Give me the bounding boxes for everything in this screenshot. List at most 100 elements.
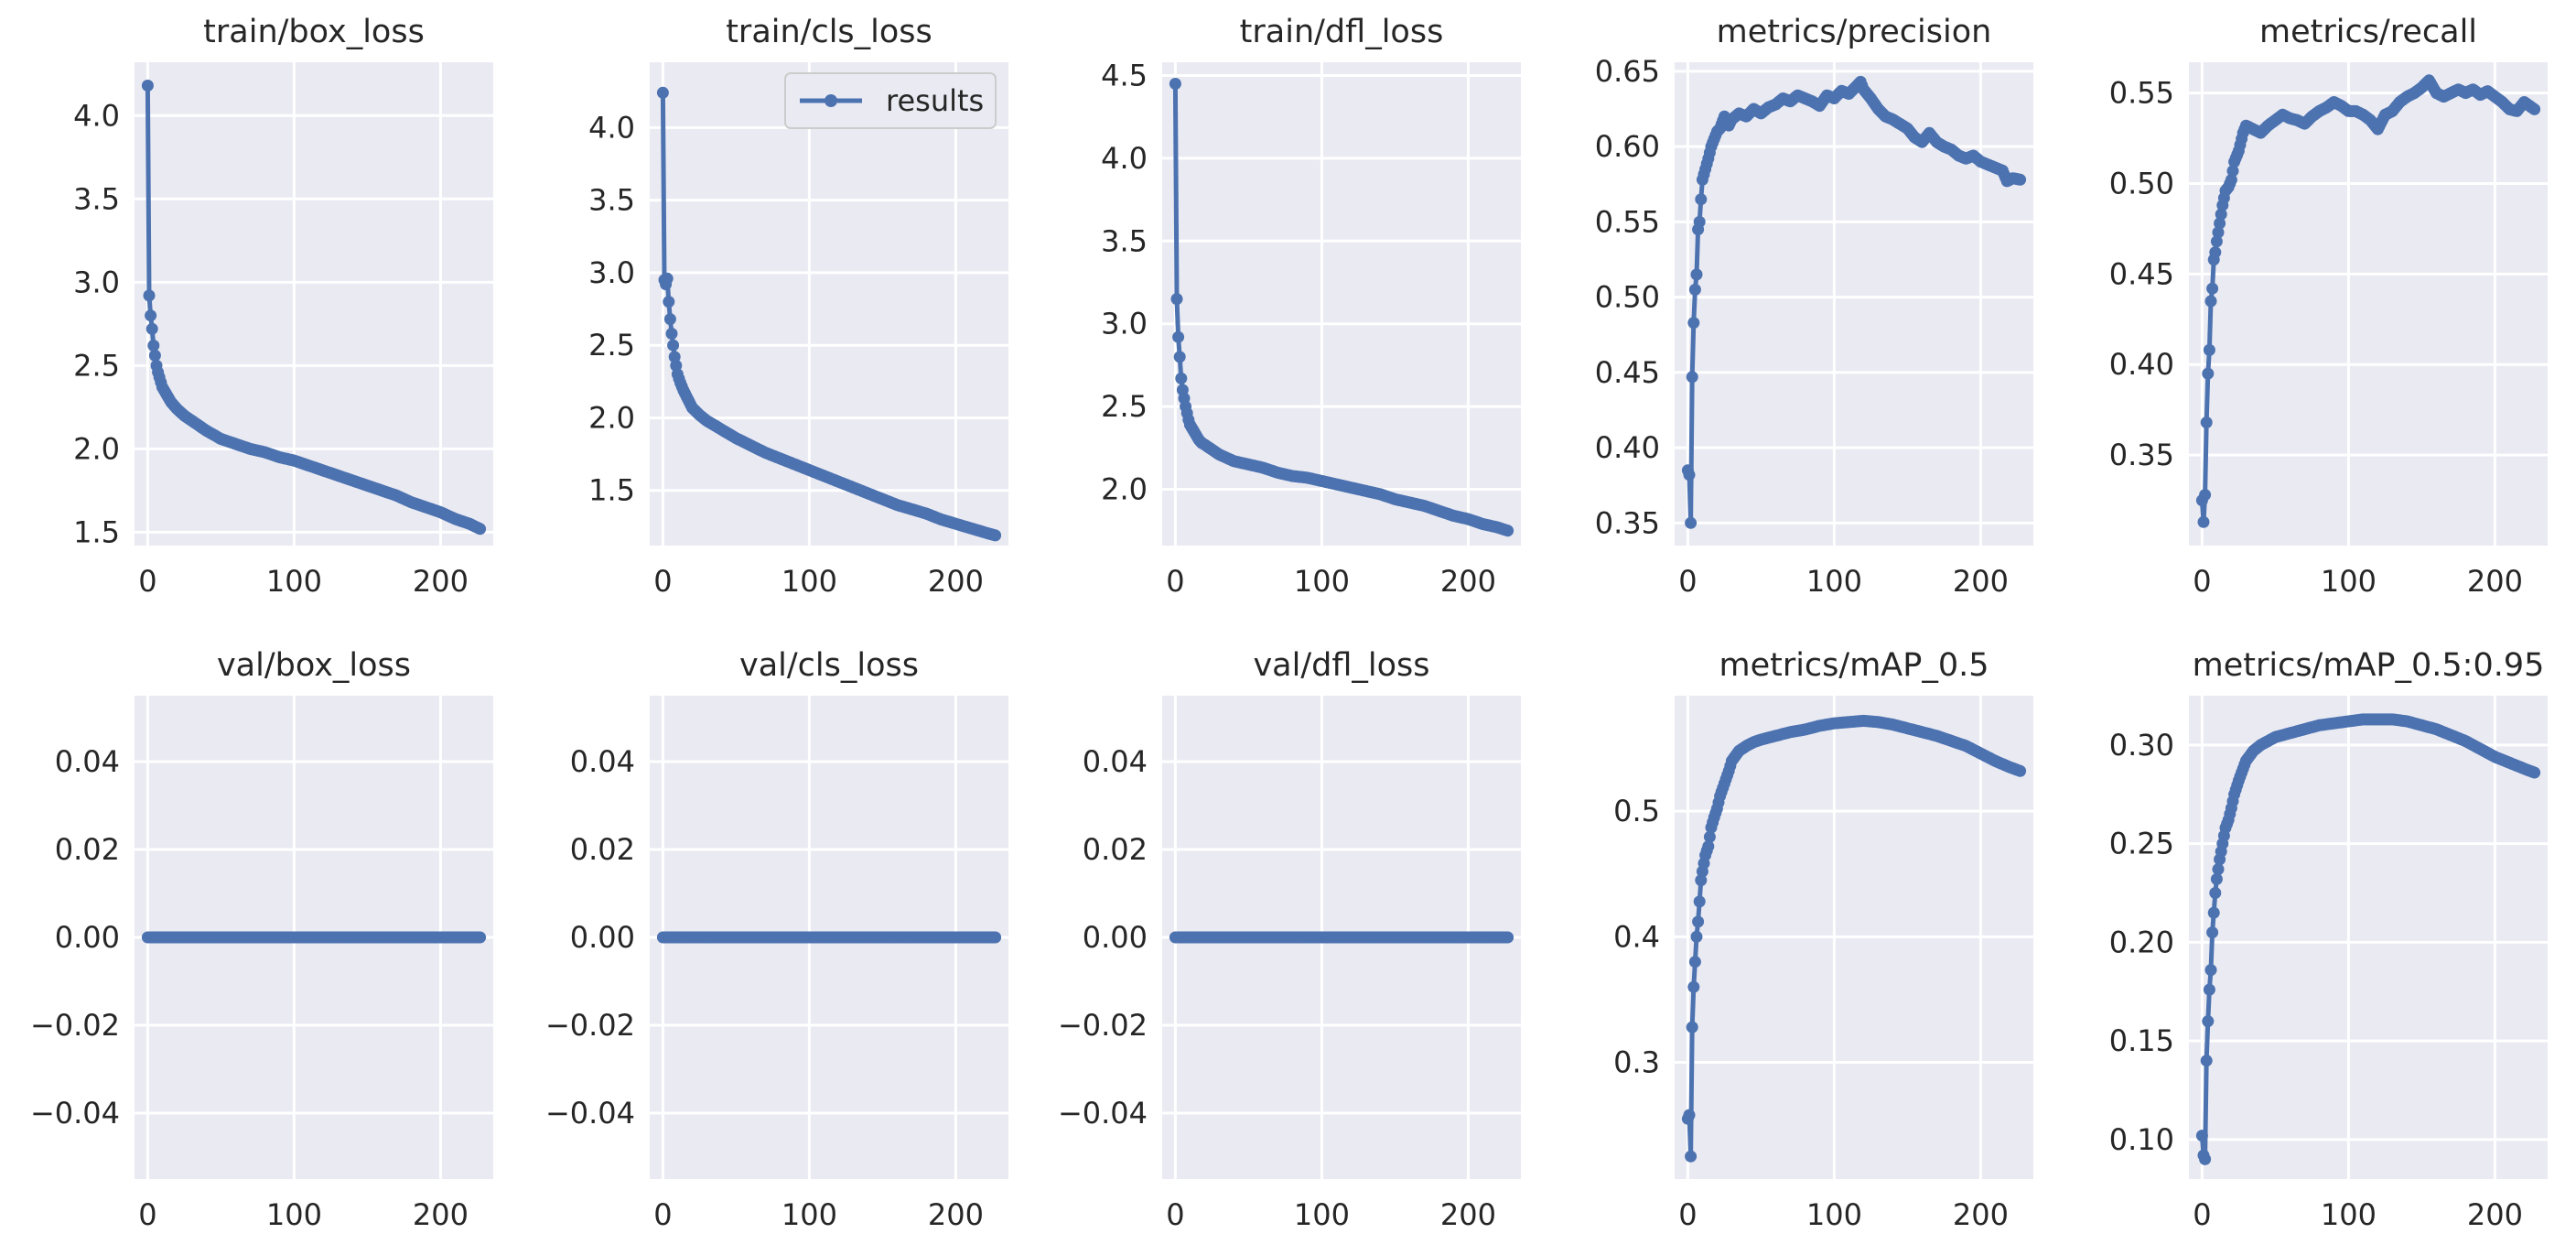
data-point: [1173, 351, 1186, 363]
y-tick-label: 0.00: [1083, 920, 1148, 955]
y-tick-label: −0.02: [30, 1008, 120, 1043]
data-point: [1686, 1021, 1698, 1033]
x-tick-label: 0: [138, 564, 156, 599]
data-point: [1170, 293, 1183, 306]
y-tick-label: 1.5: [73, 514, 120, 549]
subplot-title: train/dfl_loss: [1240, 14, 1444, 50]
data-point: [2203, 343, 2215, 356]
plot-area: [650, 62, 1008, 546]
data-point: [1502, 525, 1514, 537]
y-tick-label: 2.0: [1101, 472, 1148, 507]
x-tick-label: 200: [928, 1197, 984, 1232]
y-tick-label: 0.55: [1595, 204, 1660, 239]
y-tick-label: 0.04: [570, 744, 635, 779]
data-point: [474, 523, 487, 536]
data-point: [2206, 282, 2219, 295]
subplot-title: train/box_loss: [203, 14, 425, 50]
y-tick-label: 3.0: [588, 255, 635, 290]
x-tick-label: 0: [2193, 564, 2211, 599]
data-point: [1702, 840, 1715, 853]
data-point: [1502, 931, 1514, 944]
x-tick-label: 200: [1953, 564, 2009, 599]
y-tick-label: 2.5: [588, 328, 635, 362]
data-point: [989, 931, 1002, 944]
x-tick-label: 0: [2193, 1197, 2211, 1232]
x-tick-label: 200: [2467, 1197, 2523, 1232]
y-tick-label: 4.5: [1101, 58, 1148, 92]
y-tick-label: 0.25: [2109, 827, 2174, 861]
x-tick-label: 200: [2467, 564, 2523, 599]
y-tick-label: 0.4: [1613, 919, 1660, 954]
y-tick-label: 2.0: [588, 400, 635, 435]
y-tick-label: 0.5: [1613, 794, 1660, 828]
data-point: [1687, 980, 1700, 993]
data-point: [2226, 165, 2239, 178]
x-tick-label: 100: [781, 1197, 837, 1232]
data-point: [1172, 330, 1185, 343]
subplot-title: metrics/mAP_0.5:0.95: [2193, 647, 2545, 684]
data-point: [2225, 174, 2237, 186]
data-point: [2014, 173, 2027, 186]
data-point: [1687, 317, 1700, 330]
x-tick-label: 0: [1166, 1197, 1184, 1232]
data-point: [661, 272, 674, 285]
y-tick-label: 0.60: [1595, 129, 1660, 164]
y-tick-label: 0.00: [55, 920, 120, 955]
data-point: [2202, 1015, 2215, 1028]
y-tick-label: 4.0: [73, 98, 120, 133]
y-tick-label: 1.5: [588, 473, 635, 508]
y-tick-label: 0.3: [1613, 1044, 1660, 1079]
y-tick-label: 0.04: [1083, 744, 1148, 779]
subplot-9: 0.10 0.15 0.20 0.25 0.30 0 100 200 metrics/mAP_0…: [2109, 647, 2548, 1232]
x-tick-label: 200: [413, 564, 469, 599]
x-tick-label: 100: [1806, 1197, 1862, 1232]
data-point: [1688, 283, 1701, 296]
plot-area: [1675, 62, 2033, 546]
subplot-5: −0.04 −0.02 0.00 0.02 0.04 0 100 200 val/box_los…: [30, 647, 493, 1232]
data-point: [145, 309, 157, 322]
data-point: [2209, 246, 2222, 259]
x-tick-label: 0: [1166, 564, 1184, 599]
x-tick-label: 0: [138, 1197, 156, 1232]
y-tick-label: 0.40: [2109, 347, 2174, 382]
data-point: [1703, 830, 1716, 843]
data-point: [2214, 217, 2226, 230]
x-tick-label: 0: [1678, 1197, 1697, 1232]
y-tick-label: 0.00: [570, 920, 635, 955]
data-point: [2212, 863, 2225, 876]
y-tick-label: 2.0: [73, 431, 120, 466]
y-tick-label: 0.40: [1595, 430, 1660, 465]
y-tick-label: 4.0: [588, 110, 635, 145]
x-tick-label: 0: [653, 564, 672, 599]
data-point: [1693, 895, 1706, 908]
subplot-0: 1.5 2.0 2.5 3.0 3.5 4.0 0 100 200 train/box_loss: [73, 14, 493, 599]
x-tick-label: 100: [2321, 564, 2377, 599]
data-point: [1686, 371, 1698, 384]
x-tick-label: 200: [413, 1197, 469, 1232]
subplot-title: val/dfl_loss: [1253, 647, 1429, 684]
plot-area: [2189, 696, 2548, 1179]
y-tick-label: 2.5: [73, 348, 120, 383]
y-tick-label: 0.04: [55, 744, 120, 779]
data-point: [1688, 956, 1701, 968]
y-tick-label: 0.35: [1595, 505, 1660, 540]
data-point: [2014, 764, 2027, 777]
y-tick-label: 0.15: [2109, 1023, 2174, 1058]
x-tick-label: 100: [1294, 564, 1350, 599]
subplot-title: train/cls_loss: [726, 14, 932, 50]
data-point: [2206, 926, 2219, 939]
data-point: [146, 322, 158, 335]
data-point: [143, 289, 156, 302]
data-point: [2528, 766, 2541, 779]
subplot-7: −0.04 −0.02 0.00 0.02 0.04 0 100 200 val/dfl_los…: [1058, 647, 1521, 1232]
subplot-title: val/cls_loss: [739, 647, 919, 684]
y-tick-label: −0.02: [545, 1008, 635, 1043]
data-point: [2209, 887, 2222, 899]
x-tick-label: 200: [928, 564, 984, 599]
y-tick-label: −0.04: [1058, 1096, 1148, 1131]
y-tick-label: 0.02: [570, 832, 635, 867]
y-tick-label: −0.02: [1058, 1008, 1148, 1043]
data-point: [2202, 367, 2215, 380]
legend-label: results: [886, 83, 984, 118]
